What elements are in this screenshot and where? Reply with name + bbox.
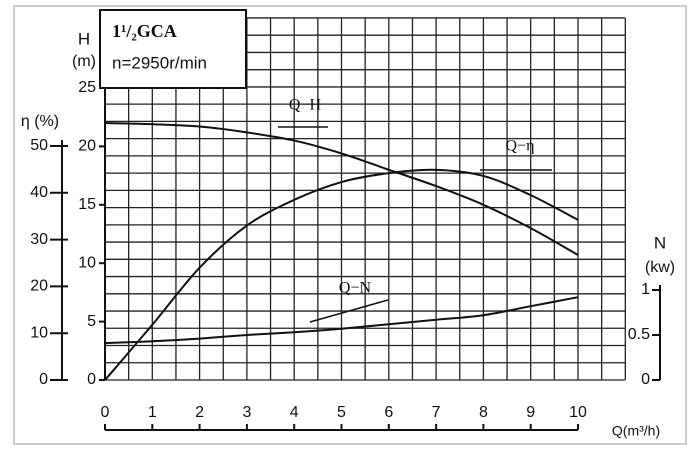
y2-tick-label: 10	[30, 324, 48, 341]
y-axis-label: (m)	[72, 53, 96, 70]
y2-tick-label: 20	[30, 278, 48, 295]
x-tick-label: 3	[242, 404, 251, 421]
y2-axis-label: η (%)	[21, 113, 59, 130]
chart-subtitle: n=2950r/min	[112, 53, 207, 72]
x-tick-label: 2	[195, 404, 204, 421]
x-tick-label: 6	[384, 404, 393, 421]
y-tick-label: 25	[78, 79, 96, 96]
curve-label: Q−η	[506, 138, 535, 155]
y3-tick-label: 0	[641, 371, 650, 388]
y3-axis-label: N	[654, 233, 666, 252]
curve	[104, 296, 579, 345]
y-tick-label: 5	[87, 313, 96, 330]
x-tick-label: 1	[148, 404, 157, 421]
y-tick-label: 15	[78, 196, 96, 213]
x-tick-label: 10	[569, 404, 587, 421]
y2-tick-label: 40	[30, 184, 48, 201]
y2-tick-label: 50	[30, 137, 48, 154]
y-tick-label: 10	[78, 254, 96, 271]
y3-tick-label: 0.5	[628, 326, 650, 343]
x-tick-label: 0	[101, 404, 110, 421]
y3-axis-label: (kw)	[645, 259, 675, 276]
curve-label: Q−N	[339, 280, 372, 297]
chart-title: 1¹/₂GCA	[112, 21, 177, 41]
y-tick-label: 0	[87, 371, 96, 388]
x-tick-label: 4	[290, 404, 299, 421]
curve	[104, 122, 579, 256]
y-tick-label: 20	[78, 138, 96, 155]
y2-tick-label: 30	[30, 231, 48, 248]
y-axis-label: H	[78, 29, 90, 48]
x-tick-label: 8	[479, 404, 488, 421]
leader-line	[309, 299, 389, 323]
y2-tick-label: 0	[39, 371, 48, 388]
title-box	[99, 9, 247, 89]
x-tick-label: 9	[526, 404, 535, 421]
curve	[104, 168, 579, 381]
x-tick-label: 5	[337, 404, 346, 421]
curve-label: Q−H	[289, 97, 322, 114]
x-tick-label: 7	[432, 404, 441, 421]
x-axis-label: Q(m³/h)	[612, 423, 660, 439]
y3-tick-label: 1	[641, 281, 650, 298]
